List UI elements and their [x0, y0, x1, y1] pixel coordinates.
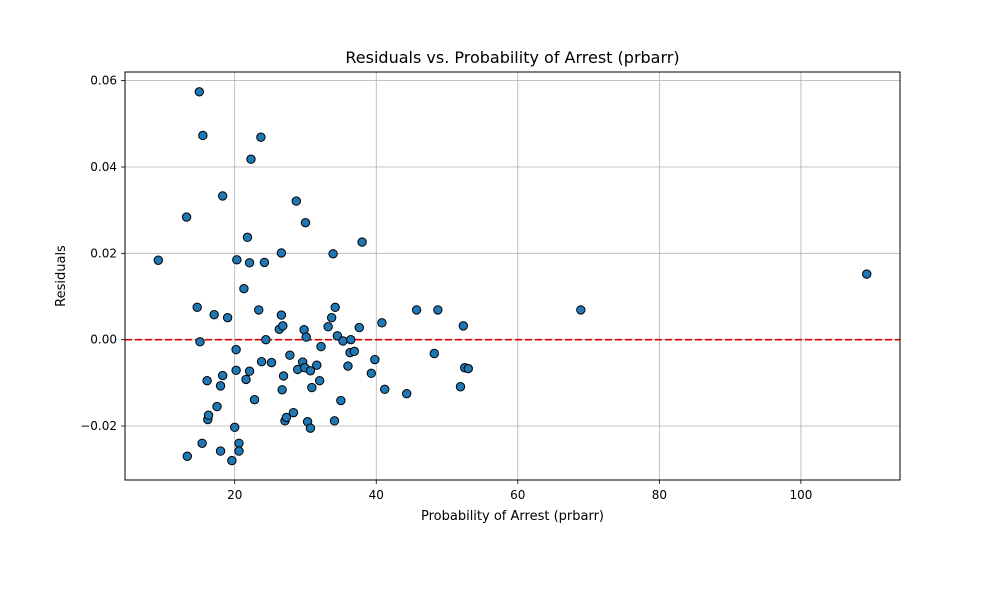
y-tick-label: 0.00	[90, 333, 117, 347]
data-point	[215, 381, 226, 391]
data-point	[429, 348, 439, 359]
data-point	[276, 310, 287, 320]
data-point	[401, 388, 412, 399]
data-point	[242, 232, 253, 243]
data-point	[195, 337, 205, 347]
y-tick-label: −0.02	[80, 419, 117, 433]
data-point	[244, 366, 255, 376]
data-point	[244, 258, 255, 268]
data-point	[222, 312, 233, 323]
data-point	[194, 87, 205, 97]
data-point	[354, 322, 364, 333]
data-point	[316, 341, 326, 352]
x-tick-label: 80	[652, 488, 667, 502]
data-point	[305, 366, 316, 376]
data-point	[336, 395, 346, 406]
data-point	[330, 302, 340, 313]
data-point	[198, 130, 208, 141]
data-point	[328, 249, 338, 259]
data-point	[463, 363, 473, 374]
data-point	[366, 368, 377, 379]
data-point	[215, 446, 226, 456]
y-tick-label: 0.06	[90, 74, 117, 88]
data-point	[862, 269, 872, 279]
data-point	[346, 334, 356, 345]
data-point	[307, 382, 317, 393]
data-points	[153, 87, 872, 466]
data-point	[256, 357, 267, 367]
data-point	[227, 455, 237, 466]
data-point	[202, 375, 212, 386]
data-point	[285, 350, 295, 360]
data-point	[312, 360, 322, 370]
data-point	[380, 384, 390, 395]
data-point	[314, 375, 325, 386]
data-point	[241, 374, 251, 385]
data-point	[192, 302, 202, 313]
data-point	[433, 305, 443, 315]
data-point	[256, 132, 266, 142]
data-point	[203, 410, 214, 420]
data-point	[212, 401, 222, 412]
data-point	[343, 361, 353, 371]
data-point	[278, 321, 288, 331]
data-point	[217, 370, 228, 381]
plot-area-frame	[124, 71, 901, 481]
data-point	[266, 357, 277, 368]
data-point	[197, 438, 207, 449]
x-tick-label: 100	[789, 488, 812, 502]
x-axis-ticks: 20 40 60 80 100	[227, 480, 812, 502]
data-point	[349, 346, 360, 357]
chart-title: Residuals vs. Probability of Arrest (prb…	[345, 48, 679, 67]
data-point	[411, 305, 422, 315]
x-tick-label: 20	[227, 488, 242, 502]
y-tick-label: 0.02	[90, 246, 117, 260]
data-point	[370, 354, 380, 365]
data-point	[261, 334, 271, 345]
data-point	[332, 331, 343, 341]
data-point	[234, 446, 244, 456]
y-tick-label: 0.04	[90, 160, 117, 174]
y-axis-ticks: −0.02 0.00 0.02 0.04 0.06	[80, 74, 125, 433]
data-point	[300, 217, 311, 228]
data-point	[301, 332, 311, 342]
data-point	[276, 248, 287, 258]
data-point	[377, 318, 387, 328]
data-point	[576, 305, 586, 315]
data-point	[181, 212, 192, 222]
data-point	[323, 322, 333, 332]
data-point	[249, 394, 260, 405]
data-point	[209, 309, 219, 320]
data-point	[357, 237, 367, 247]
data-point	[232, 255, 242, 265]
data-point	[288, 407, 299, 418]
data-point	[231, 365, 241, 376]
y-axis-label: Residuals	[54, 245, 69, 307]
data-point	[278, 371, 289, 381]
x-tick-label: 60	[510, 488, 525, 502]
data-point	[182, 451, 192, 461]
data-point	[291, 196, 301, 206]
data-point	[217, 191, 228, 201]
x-axis-label: Probability of Arrest (prbarr)	[421, 509, 604, 524]
data-point	[231, 344, 241, 355]
data-point	[153, 255, 163, 265]
x-tick-label: 40	[369, 488, 384, 502]
data-point	[234, 438, 244, 449]
data-point	[277, 385, 287, 395]
data-point	[305, 423, 316, 433]
data-point	[239, 284, 249, 294]
data-point	[246, 154, 256, 164]
data-point	[230, 422, 240, 433]
data-point	[326, 312, 337, 323]
data-point	[458, 321, 469, 331]
data-point	[455, 382, 466, 392]
data-point	[329, 416, 340, 426]
data-point	[281, 412, 292, 423]
data-point	[338, 336, 348, 346]
data-point	[259, 257, 270, 268]
data-point	[254, 305, 264, 315]
